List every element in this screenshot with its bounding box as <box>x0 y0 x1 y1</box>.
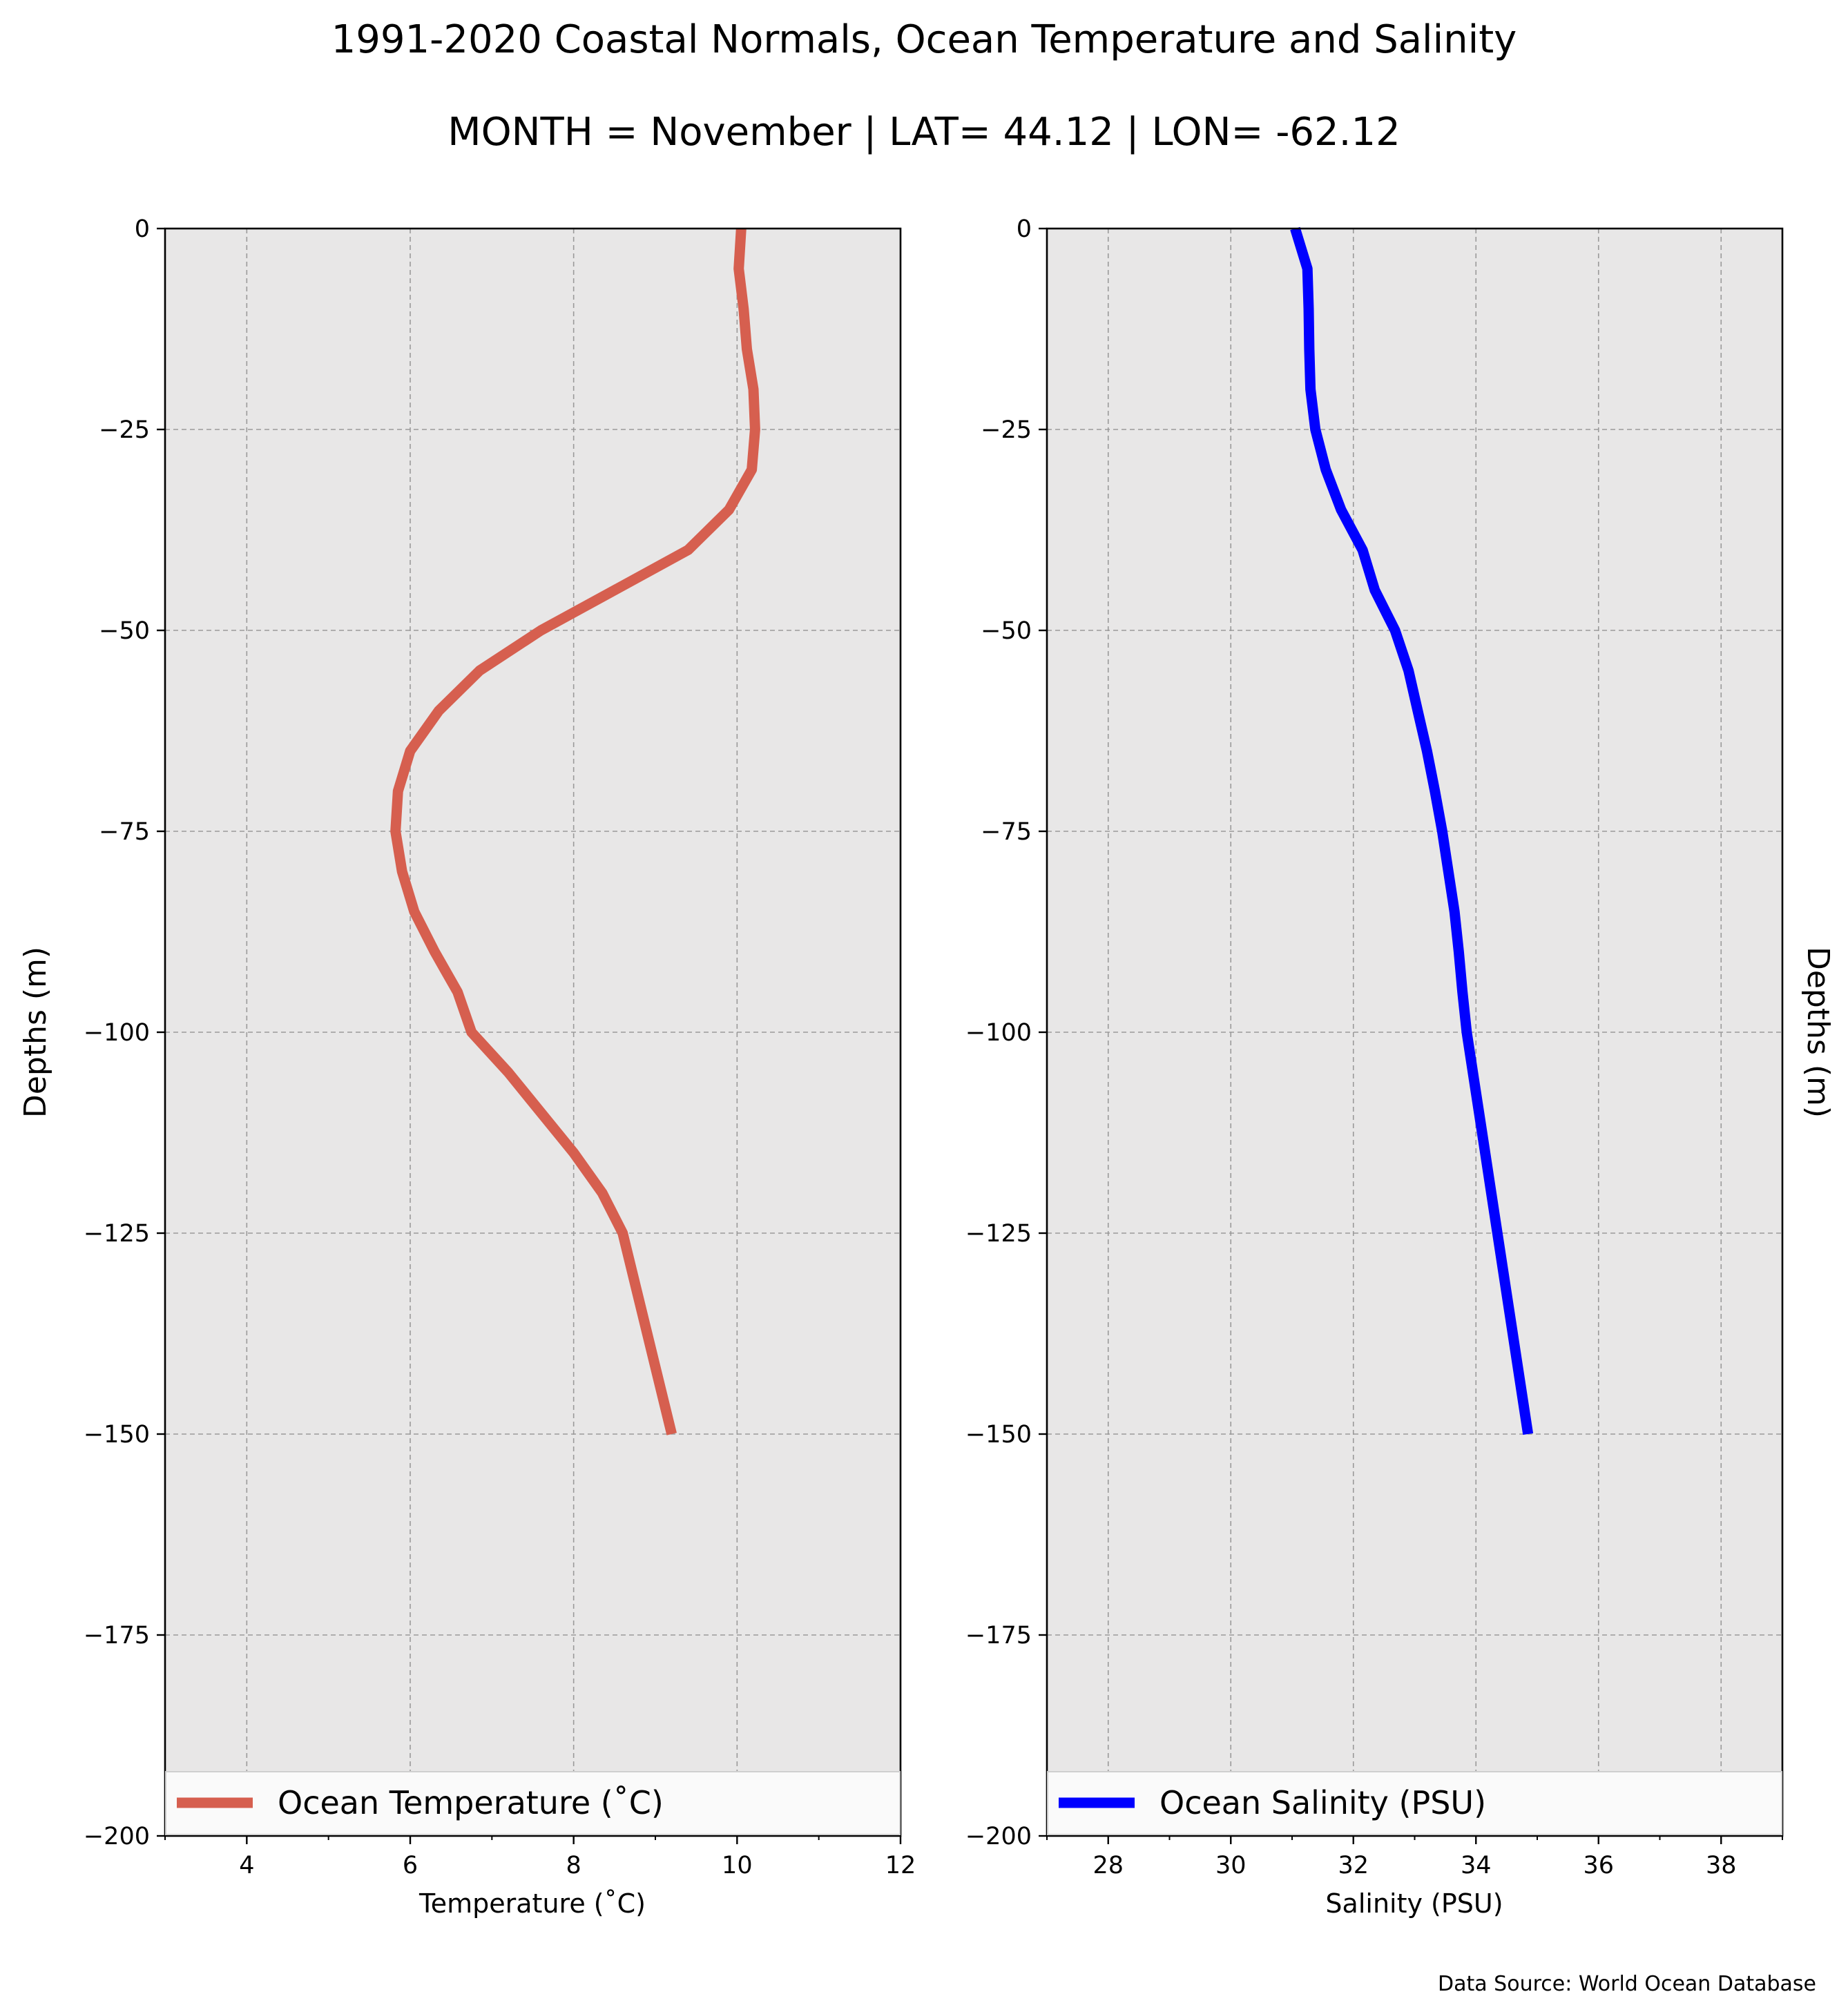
temperature-panel: 4 6 8 10 12 0 −25 −50 −75 −100 −125 −150 −175 −200 Oc… <box>18 215 916 1919</box>
temperature-x-axis-label: Temperature (˚C) <box>418 1888 646 1919</box>
temperature-legend-label: Ocean Temperature (˚C) <box>278 1784 664 1821</box>
x-tick-label: 30 <box>1215 1852 1247 1879</box>
figure-subtitle: MONTH = November | LAT= 44.12 | LON= -62… <box>447 110 1401 155</box>
temperature-ticks: 4 6 8 10 12 0 −25 −50 −75 −100 −125 −150 −175 −200 <box>84 215 916 1879</box>
y-tick-label: −100 <box>84 1019 150 1047</box>
y-tick-label: −25 <box>99 416 150 444</box>
right-y-axis-label: Depths (m) <box>1800 947 1836 1118</box>
left-y-axis-label: Depths (m) <box>18 947 53 1118</box>
salinity-legend-label: Ocean Salinity (PSU) <box>1159 1784 1486 1821</box>
x-tick-label: 34 <box>1461 1852 1492 1879</box>
y-tick-label: −200 <box>84 1823 150 1850</box>
data-source-note: Data Source: World Ocean Database <box>1438 1972 1816 1996</box>
x-tick-label: 32 <box>1338 1852 1369 1879</box>
salinity-legend: Ocean Salinity (PSU) <box>1047 1771 1782 1835</box>
salinity-legend-box <box>1047 1771 1782 1835</box>
y-tick-label: −75 <box>99 818 150 846</box>
y-tick-label: −100 <box>965 1019 1032 1047</box>
x-tick-label: 38 <box>1706 1852 1737 1879</box>
y-tick-label: −50 <box>981 617 1032 645</box>
x-tick-label: 8 <box>566 1852 581 1879</box>
y-tick-label: −150 <box>965 1421 1032 1449</box>
x-tick-label: 28 <box>1093 1852 1124 1879</box>
x-tick-label: 12 <box>885 1852 916 1879</box>
y-tick-label: 0 <box>1017 215 1032 243</box>
salinity-panel: 28 30 32 34 36 38 0 −25 −50 −75 −100 −125 −150 −175 −2… <box>965 215 1836 1919</box>
y-tick-label: −125 <box>84 1220 150 1248</box>
y-tick-label: −75 <box>981 818 1032 846</box>
y-tick-label: −150 <box>84 1421 150 1449</box>
figure-title: 1991-2020 Coastal Normals, Ocean Tempera… <box>331 17 1517 62</box>
x-tick-label: 10 <box>722 1852 753 1879</box>
y-tick-label: −25 <box>981 416 1032 444</box>
salinity-grid <box>1047 229 1782 1836</box>
y-tick-label: −50 <box>99 617 150 645</box>
temperature-legend-box <box>165 1771 901 1835</box>
y-tick-label: −175 <box>84 1622 150 1649</box>
y-tick-label: −175 <box>965 1622 1032 1649</box>
salinity-profile-line <box>1290 226 1534 1435</box>
y-tick-label: −125 <box>965 1220 1032 1248</box>
x-tick-label: 36 <box>1583 1852 1614 1879</box>
x-tick-label: 4 <box>239 1852 254 1879</box>
y-tick-label: −200 <box>965 1823 1032 1850</box>
temperature-legend: Ocean Temperature (˚C) <box>165 1771 901 1835</box>
temperature-profile-line <box>390 228 760 1435</box>
y-tick-label: 0 <box>135 215 150 243</box>
x-tick-label: 6 <box>403 1852 418 1879</box>
salinity-ticks: 28 30 32 34 36 38 0 −25 −50 −75 −100 −125 −150 −175 −2… <box>965 215 1783 1879</box>
salinity-x-axis-label: Salinity (PSU) <box>1325 1888 1503 1919</box>
